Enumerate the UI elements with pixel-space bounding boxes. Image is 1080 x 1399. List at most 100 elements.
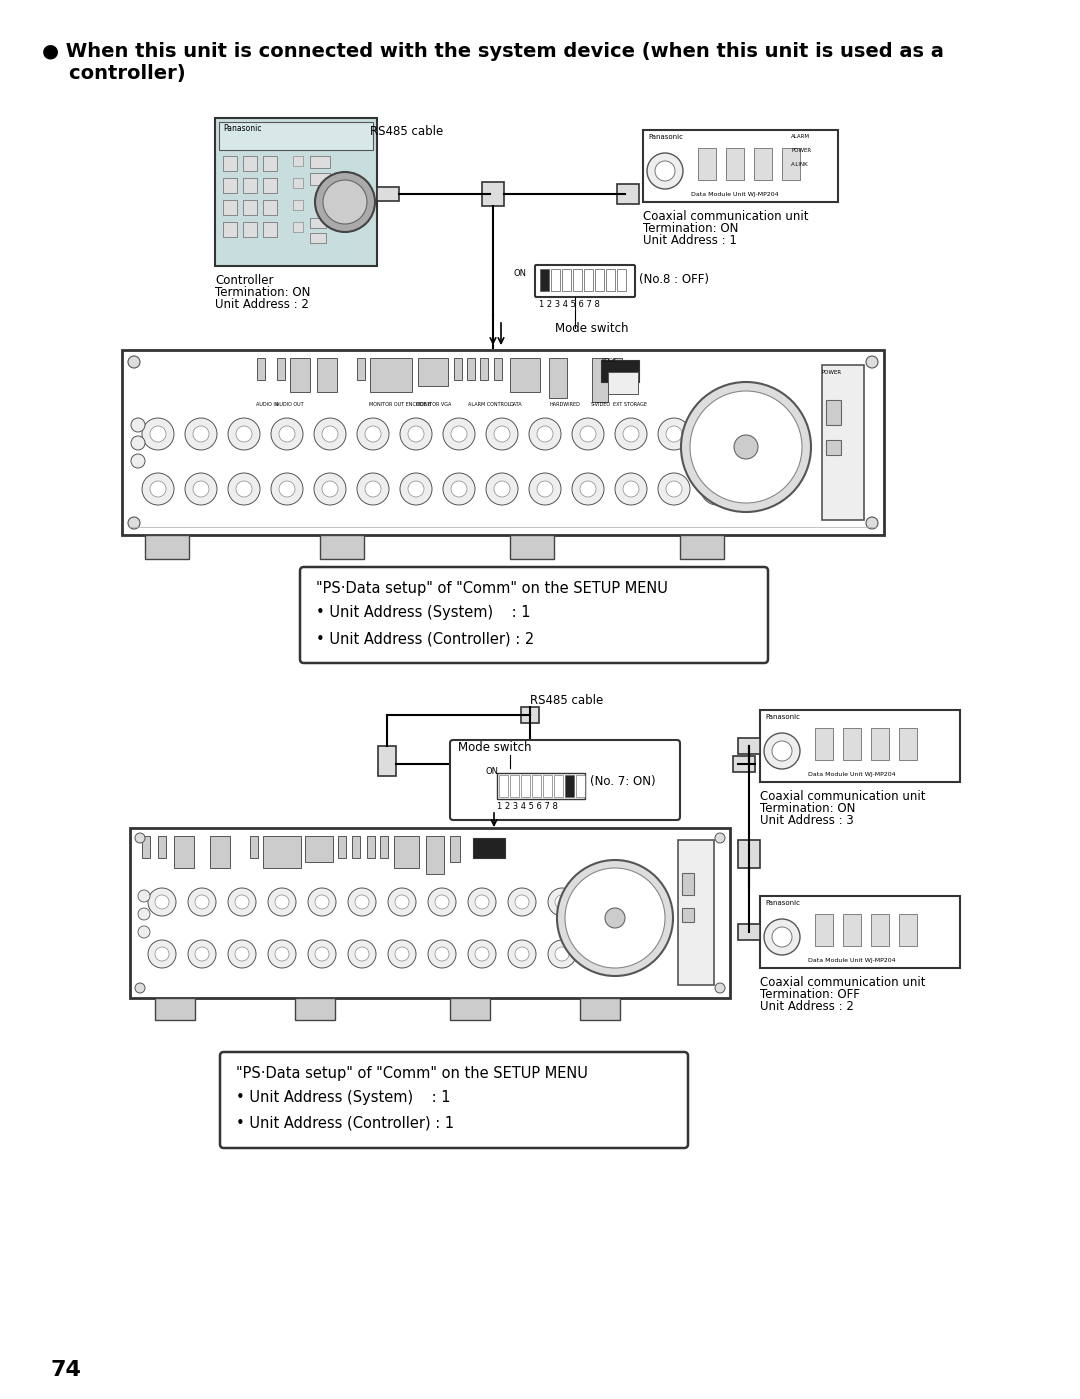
Bar (243, 222, 257, 236)
Circle shape (148, 888, 176, 916)
Bar (130, 828, 730, 997)
Circle shape (138, 908, 150, 921)
Circle shape (408, 427, 424, 442)
Circle shape (428, 940, 456, 968)
Text: RS485 cable: RS485 cable (530, 694, 604, 706)
Bar (377, 187, 399, 201)
Bar (494, 358, 502, 381)
Circle shape (365, 427, 381, 442)
Bar (681, 873, 694, 895)
Circle shape (468, 940, 496, 968)
Circle shape (131, 436, 145, 450)
Bar (295, 997, 335, 1020)
Circle shape (508, 888, 536, 916)
Text: 1 2 3 4 5 6 7 8: 1 2 3 4 5 6 7 8 (497, 802, 558, 811)
Text: • Unit Address (System)    : 1: • Unit Address (System) : 1 (316, 604, 530, 620)
Bar (222, 178, 237, 193)
Text: ● When this unit is connected with the system device (when this unit is used as : ● When this unit is connected with the s… (42, 42, 944, 62)
Text: Termination: ON: Termination: ON (643, 222, 739, 235)
Bar (782, 148, 800, 180)
Bar (615, 358, 622, 383)
Circle shape (275, 947, 289, 961)
Text: Data Module Unit WJ-MP204: Data Module Unit WJ-MP204 (691, 192, 779, 197)
Circle shape (268, 888, 296, 916)
Circle shape (468, 888, 496, 916)
Circle shape (537, 481, 553, 497)
Circle shape (451, 427, 467, 442)
Circle shape (623, 427, 639, 442)
Bar (174, 837, 194, 867)
Circle shape (701, 418, 733, 450)
Circle shape (348, 940, 376, 968)
Bar (576, 775, 585, 797)
Bar (554, 775, 563, 797)
Circle shape (548, 888, 576, 916)
Bar (617, 269, 626, 291)
Circle shape (708, 427, 725, 442)
Text: (No. 7: ON): (No. 7: ON) (590, 775, 656, 788)
Text: "PS·Data setup" of "Comm" on the SETUP MENU: "PS·Data setup" of "Comm" on the SETUP M… (237, 1066, 588, 1081)
Bar (870, 727, 889, 760)
Text: EXT STORAGE: EXT STORAGE (613, 402, 647, 407)
Circle shape (395, 947, 409, 961)
Text: Unit Address : 2: Unit Address : 2 (215, 298, 309, 311)
Circle shape (681, 382, 811, 512)
Bar (293, 157, 303, 166)
Text: A.LINK: A.LINK (791, 162, 809, 166)
Circle shape (315, 947, 329, 961)
Circle shape (315, 172, 375, 232)
Bar (426, 837, 444, 874)
Text: "PS·Data setup" of "Comm" on the SETUP MENU: "PS·Data setup" of "Comm" on the SETUP M… (316, 581, 667, 596)
Text: RS485 cable: RS485 cable (370, 125, 443, 139)
Circle shape (866, 518, 878, 529)
Circle shape (572, 418, 604, 450)
Bar (678, 839, 714, 985)
Bar (549, 358, 567, 397)
Bar (357, 358, 365, 381)
FancyBboxPatch shape (300, 567, 768, 663)
Bar (222, 200, 237, 215)
Circle shape (148, 940, 176, 968)
Circle shape (515, 947, 529, 961)
Bar (738, 839, 760, 867)
Bar (318, 358, 337, 392)
Bar (293, 178, 303, 187)
Circle shape (764, 919, 800, 956)
FancyBboxPatch shape (535, 264, 635, 297)
Bar (726, 148, 744, 180)
Circle shape (428, 888, 456, 916)
Bar (540, 269, 549, 291)
Text: Controller: Controller (215, 274, 273, 287)
Text: DATA: DATA (510, 402, 523, 407)
Bar (454, 358, 462, 381)
Bar (482, 182, 504, 206)
Circle shape (734, 435, 758, 459)
Circle shape (275, 895, 289, 909)
Bar (291, 358, 310, 392)
Circle shape (150, 481, 166, 497)
Circle shape (866, 355, 878, 368)
Text: MONITOR VGA: MONITOR VGA (416, 402, 451, 407)
Bar (122, 350, 885, 534)
Bar (565, 775, 573, 797)
Circle shape (764, 733, 800, 769)
Circle shape (443, 473, 475, 505)
Text: • Unit Address (Controller) : 1: • Unit Address (Controller) : 1 (237, 1116, 454, 1130)
Bar (352, 837, 360, 858)
Text: Unit Address : 2: Unit Address : 2 (760, 1000, 854, 1013)
Bar (264, 157, 276, 171)
Circle shape (156, 895, 168, 909)
Circle shape (135, 983, 145, 993)
Bar (338, 837, 346, 858)
Circle shape (150, 427, 166, 442)
Circle shape (193, 427, 210, 442)
Bar (521, 706, 539, 723)
Circle shape (548, 940, 576, 968)
Circle shape (654, 161, 675, 180)
Bar (580, 997, 620, 1020)
Circle shape (557, 860, 673, 977)
Text: MONITOR OUT ENCODE B: MONITOR OUT ENCODE B (369, 402, 431, 407)
Circle shape (314, 473, 346, 505)
Circle shape (443, 418, 475, 450)
Circle shape (658, 473, 690, 505)
